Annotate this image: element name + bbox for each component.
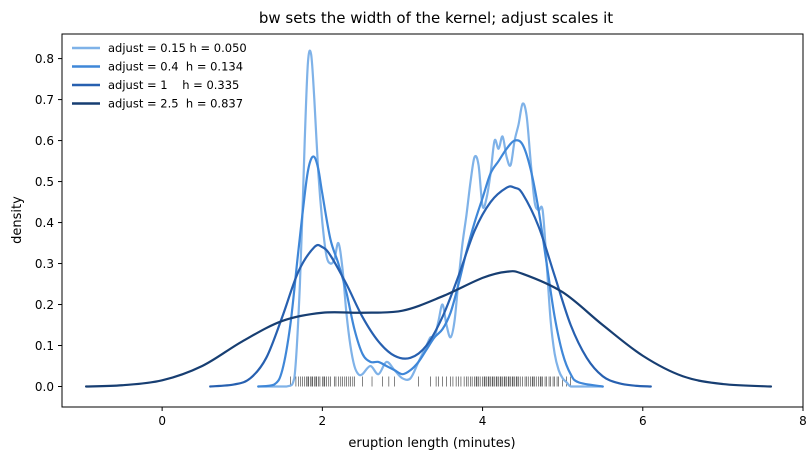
y-tick-label: 0.0	[35, 380, 54, 394]
legend-label-2: adjust = 0.4 h = 0.134	[108, 60, 243, 74]
series-line-1	[257, 49, 604, 388]
y-tick-label: 0.4	[35, 216, 54, 230]
x-axis: 0 2 4 6 8	[158, 407, 807, 428]
series-line-2	[257, 139, 604, 388]
y-tick-label: 0.3	[35, 257, 54, 271]
x-tick-label: 6	[639, 414, 647, 428]
legend: adjust = 0.15 h = 0.050 adjust = 0.4 h = …	[72, 41, 247, 111]
chart-title: bw sets the width of the kernel; adjust …	[259, 9, 613, 27]
x-tick-label: 4	[479, 414, 487, 428]
y-axis: 0.0 0.1 0.2 0.3 0.4 0.5 0.6 0.7 0.8	[35, 52, 62, 394]
y-axis-title: density	[10, 196, 25, 244]
legend-label-3: adjust = 1 h = 0.335	[108, 78, 239, 92]
series-line-3	[209, 185, 652, 388]
x-tick-label: 8	[799, 414, 807, 428]
y-tick-label: 0.8	[35, 52, 54, 66]
y-tick-label: 0.5	[35, 175, 54, 189]
x-tick-label: 2	[319, 414, 327, 428]
legend-label-1: adjust = 0.15 h = 0.050	[108, 41, 247, 55]
rug-layer	[290, 376, 571, 387]
x-tick-label: 0	[158, 414, 166, 428]
y-tick-label: 0.7	[35, 93, 54, 107]
y-tick-label: 0.1	[35, 339, 54, 353]
axes-frame	[61, 33, 804, 408]
y-tick-label: 0.6	[35, 134, 54, 148]
series-layer	[84, 49, 773, 388]
y-tick-label: 0.2	[35, 298, 54, 312]
series-line-4	[84, 270, 773, 388]
plot-area	[61, 33, 804, 408]
legend-label-4: adjust = 2.5 h = 0.837	[108, 97, 243, 111]
x-axis-title: eruption length (minutes)	[348, 436, 515, 451]
